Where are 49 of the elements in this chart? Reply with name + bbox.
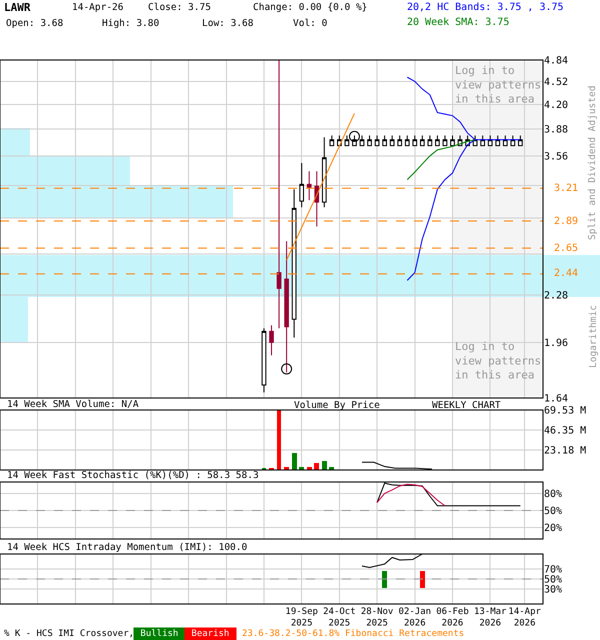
text: High: 3.80	[102, 18, 160, 29]
chart-title: 14 Week Fast Stochastic (%K)(%D) : 58.3 58.3	[7, 470, 259, 481]
text: 23.6-38.2-50-61.8% Fibonacci Retracements	[242, 629, 464, 639]
y-tick-label: 70%	[544, 564, 562, 576]
text: Vol: 0	[293, 18, 328, 29]
x-tick-label: 14-Apr 2026	[508, 607, 542, 629]
y-tick-label: 1.64	[544, 394, 568, 404]
y-tick-label: 20%	[544, 523, 562, 534]
text: Split and Dividend Adjusted	[587, 86, 598, 240]
text: Close: 3.75	[148, 2, 211, 13]
y-tick-label: 23.18 M	[544, 446, 586, 456]
y-tick-label: 4.52	[544, 76, 568, 88]
x-tick-label: 24-Oct 2025	[323, 607, 356, 629]
y-tick-label: 1.96	[544, 338, 568, 349]
y-tick-label: 30%	[544, 584, 562, 596]
annotation: Volume By Price	[294, 400, 380, 411]
text: 20 Week SMA: 3.75	[407, 17, 510, 28]
ref-line-label: 2.89	[554, 216, 578, 227]
text: % K - HCS IMI Crossover,	[4, 629, 134, 639]
chart-title: 14 Week HCS Intraday Momentum (IMI): 100.0	[7, 542, 248, 553]
band-label: Log in to view patterns in this area	[455, 64, 542, 106]
x-tick-label: 06-Feb 2026	[436, 607, 469, 629]
y-tick-label: 3.56	[544, 151, 568, 162]
text: Bullish	[135, 629, 184, 639]
ref-line-label: 3.21	[554, 183, 578, 194]
y-tick-label: 4.84	[544, 56, 568, 66]
y-tick-label: 4.20	[544, 100, 568, 111]
annotation: WEEKLY CHART	[432, 400, 501, 411]
x-tick-label: 19-Sep 2025	[285, 607, 318, 629]
chart-title: 14 Week SMA Volume: N/A	[7, 399, 139, 410]
x-tick-label: 13-Mar 2026	[474, 607, 508, 629]
text: Change: 0.00 {0.0 %}	[253, 2, 368, 13]
text: 14-Apr-26	[72, 2, 124, 13]
ref-line-label: 2.65	[554, 243, 578, 254]
text: 20,2 HC Bands: 3.75 , 3.75	[407, 2, 564, 13]
text: Low: 3.68	[202, 18, 254, 29]
chart-title: LAWR	[4, 1, 31, 14]
y-tick-label: 69.53 M	[544, 406, 586, 416]
text: Bearish	[186, 629, 235, 639]
x-tick-label: 02-Jan 2026	[398, 607, 432, 629]
y-tick-label: 46.35 M	[544, 426, 586, 436]
y-tick-label: 50%	[544, 574, 562, 586]
y-tick-label: 50%	[544, 506, 562, 517]
x-tick-label: 28-Nov 2025	[360, 607, 394, 629]
text: Open: 3.68	[6, 18, 64, 29]
y-tick-label: 3.88	[544, 124, 568, 136]
y-tick-label: 80%	[544, 488, 562, 500]
text: Logarithmic	[588, 305, 599, 368]
annotation: Log in to view patterns in this area	[455, 340, 542, 382]
